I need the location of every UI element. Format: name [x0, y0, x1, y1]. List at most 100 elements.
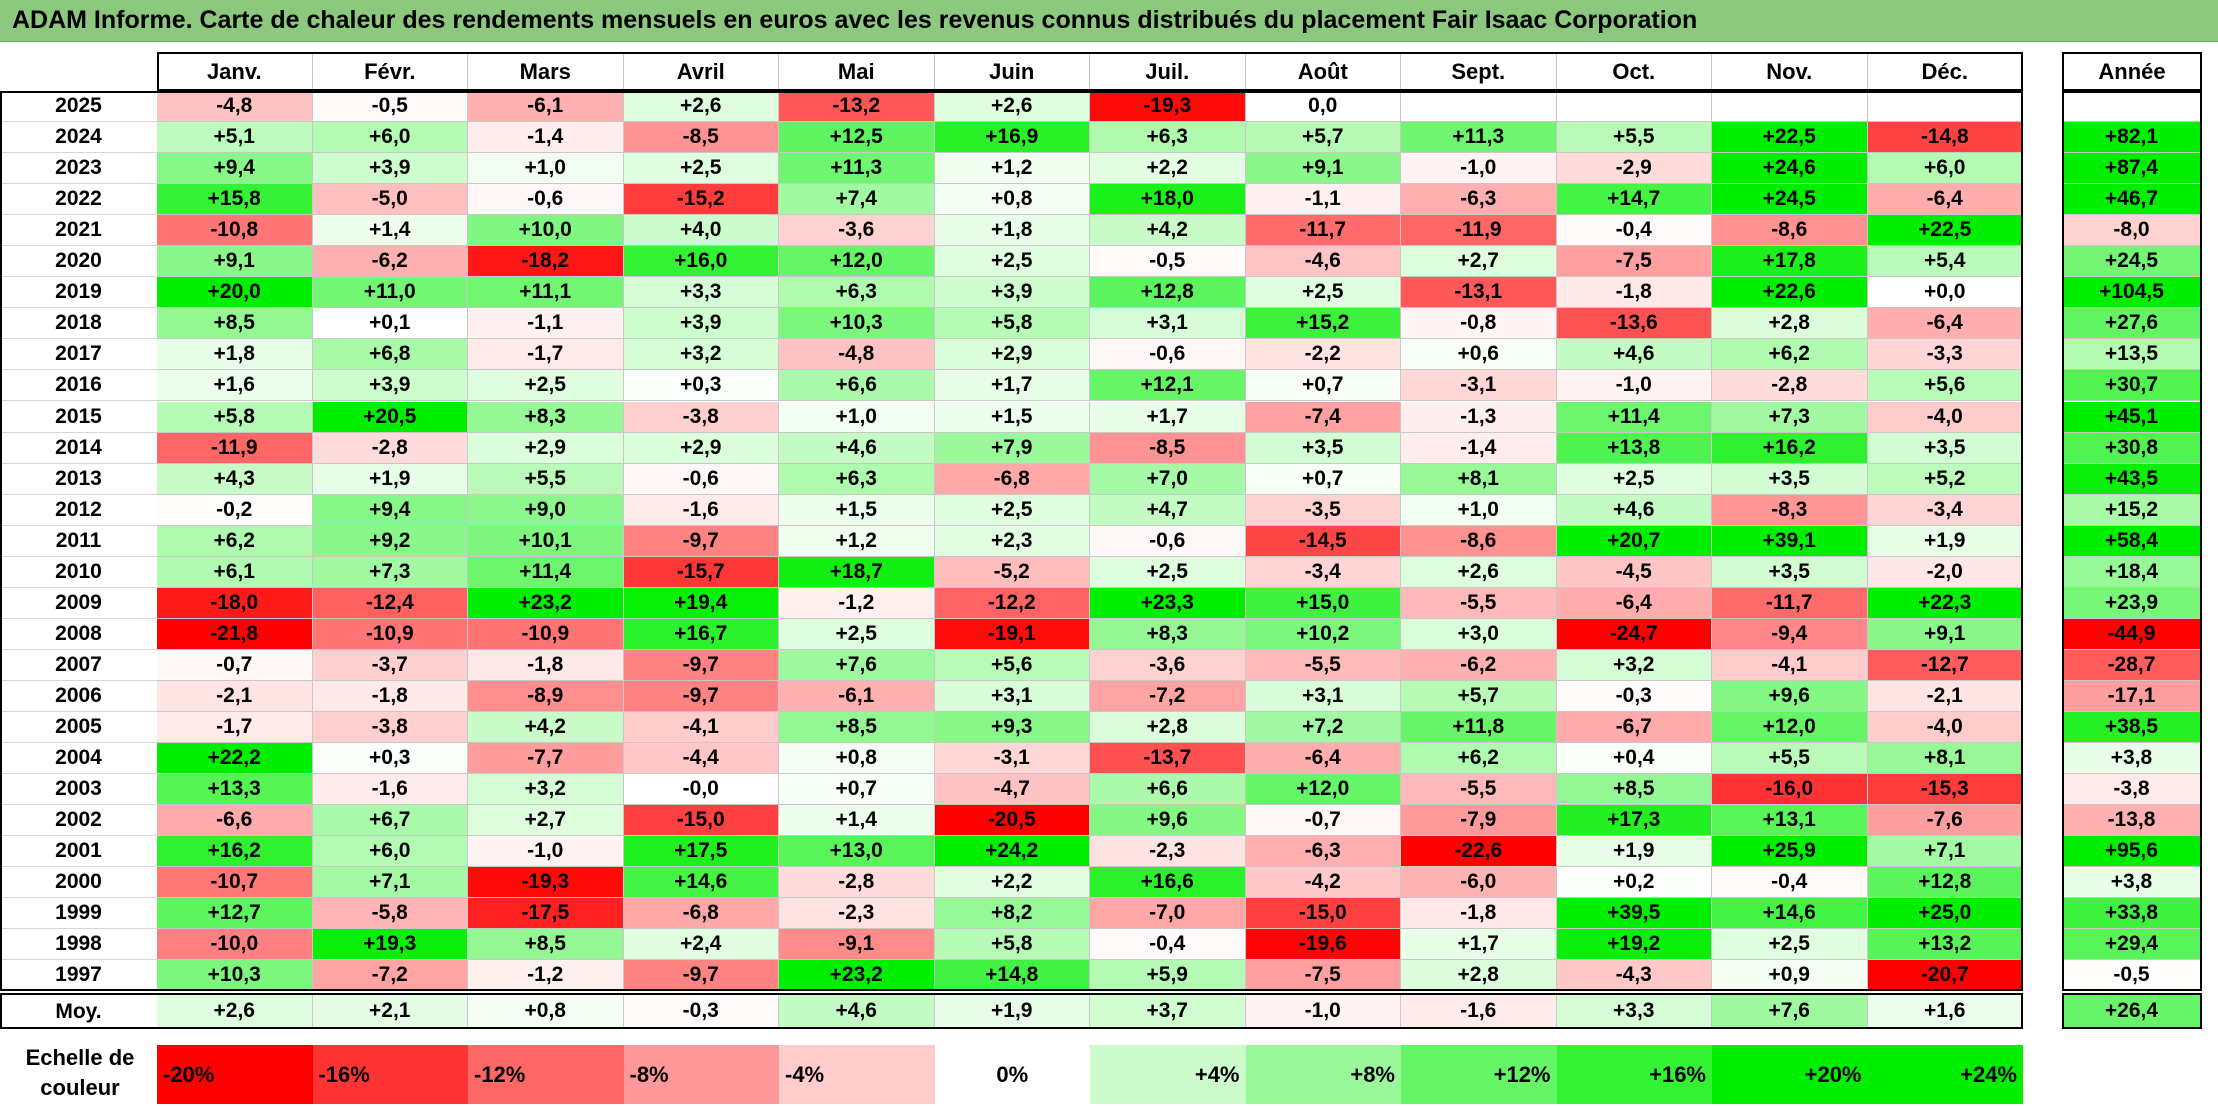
heatmap-cell: -17,5 — [468, 898, 624, 930]
year-label: 2023 — [0, 153, 157, 185]
heatmap-cell: +1,0 — [468, 153, 624, 185]
year-label: 2016 — [0, 370, 157, 402]
heatmap-cell: -10,8 — [157, 215, 313, 247]
annual-cell: +3,8 — [2062, 867, 2202, 899]
heatmap-cell: +1,5 — [934, 401, 1090, 433]
heatmap-cell: -1,4 — [468, 122, 624, 154]
heatmap-cell: +6,3 — [779, 463, 935, 495]
heatmap-cell: +17,5 — [623, 836, 779, 868]
color-scale-swatch: -8% — [623, 1045, 779, 1104]
heatmap-cell: -0,7 — [1245, 805, 1401, 837]
heatmap-cell: +2,8 — [1401, 960, 1557, 992]
color-scale-swatch: -12% — [468, 1045, 624, 1104]
heatmap-cell: -8,5 — [623, 122, 779, 154]
heatmap-cell: +16,7 — [623, 618, 779, 650]
heatmap-cell: +16,2 — [157, 836, 313, 868]
heatmap-cell: -13,1 — [1401, 277, 1557, 309]
year-label: 2010 — [0, 557, 157, 588]
heatmap-cell: +1,9 — [1867, 525, 2023, 557]
heatmap-cell: -4,1 — [1712, 649, 1868, 681]
heatmap-cell: -2,3 — [1090, 836, 1246, 868]
heatmap-cell: +10,3 — [779, 308, 935, 340]
heatmap-cell: +2,9 — [623, 432, 779, 464]
heatmap-cell: +8,1 — [1401, 463, 1557, 495]
heatmap-cell: +20,5 — [312, 401, 468, 433]
heatmap-cell: +7,3 — [1712, 401, 1868, 433]
year-label: 2020 — [0, 246, 157, 278]
heatmap-cell: +13,0 — [779, 836, 935, 868]
heatmap-cell: -3,4 — [1245, 556, 1401, 588]
heatmap-cell: -10,9 — [468, 618, 624, 650]
heatmap-cell: -5,2 — [934, 556, 1090, 588]
heatmap-cell: +3,2 — [623, 339, 779, 371]
month-header-6: Juil. — [1090, 52, 1246, 91]
color-scale-swatch: -4% — [779, 1045, 935, 1104]
heatmap-cell — [1712, 91, 1868, 123]
heatmap-cell: +9,4 — [312, 494, 468, 526]
heatmap-cell: +8,2 — [934, 898, 1090, 930]
heatmap-cell: +22,6 — [1712, 277, 1868, 309]
heatmap-cell: -4,2 — [1245, 867, 1401, 899]
heatmap-cell: -3,6 — [1090, 649, 1246, 681]
heatmap-cell: +5,7 — [1245, 122, 1401, 154]
heatmap-cell: -3,6 — [779, 215, 935, 247]
annual-cell: +95,6 — [2062, 836, 2202, 868]
heatmap-cell: -6,2 — [312, 246, 468, 278]
year-label: 2009 — [0, 588, 157, 619]
year-label: 2025 — [0, 91, 157, 123]
heatmap-cell: -2,8 — [779, 867, 935, 899]
heatmap-cell: +4,6 — [1556, 494, 1712, 526]
year-label: 2007 — [0, 650, 157, 681]
heatmap-cell: +7,6 — [779, 649, 935, 681]
year-label: 2005 — [0, 712, 157, 744]
heatmap-cell: +19,4 — [623, 587, 779, 619]
heatmap-cell: -7,2 — [1090, 680, 1246, 712]
heatmap-cell: +5,2 — [1867, 463, 2023, 495]
heatmap-cell: +10,3 — [157, 960, 313, 992]
heatmap-cell: +10,1 — [468, 525, 624, 557]
heatmap-cell: +11,4 — [468, 556, 624, 588]
heatmap-cell: +2,5 — [1090, 556, 1246, 588]
heatmap-cell: -0,8 — [1401, 308, 1557, 340]
heatmap-cell: +9,0 — [468, 494, 624, 526]
color-scale-swatch: +8% — [1245, 1045, 1401, 1104]
heatmap-cell: +4,2 — [468, 712, 624, 744]
heatmap-cell: -20,7 — [1867, 960, 2023, 992]
heatmap-cell: +12,8 — [1867, 867, 2023, 899]
heatmap-cell: +2,2 — [934, 867, 1090, 899]
heatmap-cell: +8,5 — [1556, 774, 1712, 806]
heatmap-cell: -8,6 — [1401, 525, 1557, 557]
heatmap-cell: -18,0 — [157, 587, 313, 619]
heatmap-cell: +3,9 — [934, 277, 1090, 309]
heatmap-cell: -9,1 — [779, 929, 935, 961]
heatmap-cell: +23,2 — [468, 587, 624, 619]
heatmap-cell: +2,8 — [1090, 712, 1246, 744]
heatmap-cell: -2,0 — [1867, 556, 2023, 588]
heatmap-cell: +0,7 — [779, 774, 935, 806]
heatmap-cell: +2,7 — [468, 805, 624, 837]
heatmap-cell: +6,0 — [1867, 153, 2023, 185]
annual-cell: +24,5 — [2062, 246, 2202, 278]
heatmap-cell: +11,1 — [468, 277, 624, 309]
year-label: 2001 — [0, 836, 157, 868]
color-scale-swatch: 0% — [934, 1045, 1090, 1104]
annual-cell: +87,4 — [2062, 153, 2202, 185]
heatmap-cell: -3,8 — [312, 712, 468, 744]
heatmap-cell: +16,2 — [1712, 432, 1868, 464]
heatmap-cell: +14,8 — [934, 960, 1090, 992]
heatmap-cell: -12,2 — [934, 587, 1090, 619]
heatmap-cell: +8,5 — [157, 308, 313, 340]
heatmap-cell: +20,7 — [1556, 525, 1712, 557]
heatmap-cell: +2,6 — [1401, 556, 1557, 588]
heatmap-cell: +0,1 — [312, 308, 468, 340]
heatmap-cell: +0,2 — [1556, 867, 1712, 899]
heatmap-cell: +1,2 — [934, 153, 1090, 185]
heatmap-cell: +6,8 — [312, 339, 468, 371]
heatmap-cell: +39,5 — [1556, 898, 1712, 930]
heatmap-cell: +1,4 — [779, 805, 935, 837]
heatmap-cell: +2,5 — [934, 494, 1090, 526]
annual-cell — [2062, 91, 2202, 123]
heatmap-cell: -6,1 — [468, 91, 624, 123]
heatmap-cell: +7,1 — [312, 867, 468, 899]
heatmap-cell: -2,1 — [1867, 680, 2023, 712]
